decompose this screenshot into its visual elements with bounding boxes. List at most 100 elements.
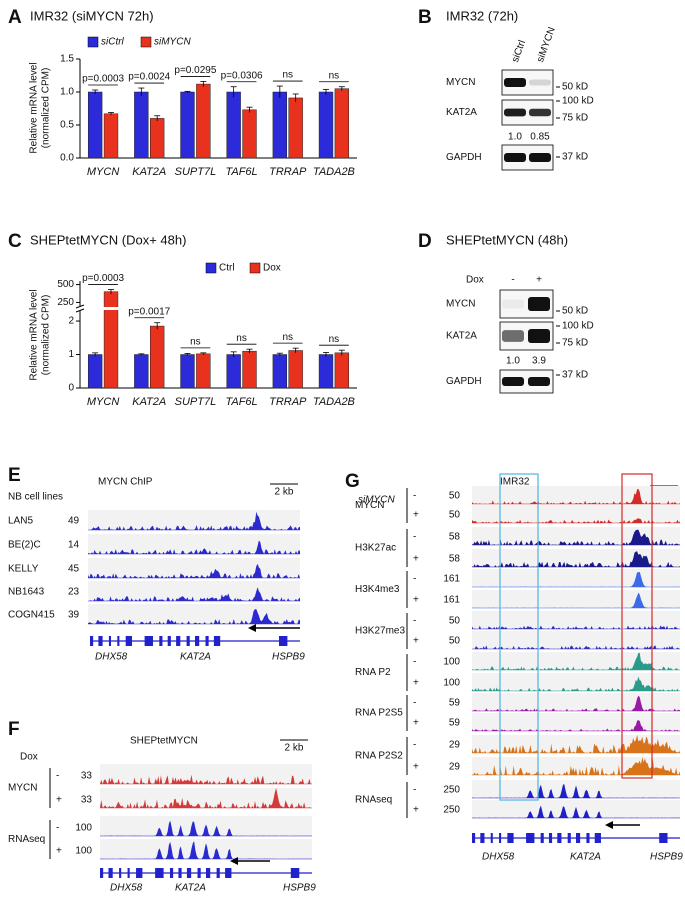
track-background [472, 505, 680, 523]
significance-label: ns [236, 333, 247, 344]
bar [318, 354, 334, 389]
blot-band [502, 299, 524, 309]
track-range: 58 [449, 554, 461, 565]
significance-label: ns [190, 336, 201, 347]
gene-exon [108, 868, 113, 878]
marker-label: 75 kD [562, 338, 588, 349]
gene-exon [176, 636, 181, 646]
gene-label: DHX58 [95, 652, 128, 663]
scale-label: 2 kb [285, 743, 304, 754]
track-range: 50 [449, 616, 461, 627]
gene-exon [526, 833, 535, 843]
bar [150, 325, 165, 389]
track-name: NB1643 [8, 587, 45, 598]
bar [150, 118, 165, 159]
track-background [88, 604, 300, 624]
track-sign: - [56, 823, 59, 834]
track-signal [472, 757, 680, 775]
gene-exon [567, 833, 571, 843]
track-signal [472, 676, 680, 691]
track-sign: + [413, 718, 419, 729]
track-range: 29 [449, 762, 461, 773]
gene-exon [119, 868, 122, 878]
y-tick-label: 0.5 [60, 120, 74, 131]
gene-exon [213, 636, 221, 646]
track-signal [472, 489, 680, 504]
gene-exon [507, 833, 514, 843]
blot-title: SHEPtetMYCN (48h) [446, 232, 568, 247]
bar [242, 350, 257, 389]
blot-band [529, 153, 551, 162]
bar [134, 91, 149, 159]
track-range: 29 [449, 740, 461, 751]
track-sign: + [56, 795, 62, 806]
track-signal [472, 529, 680, 545]
legend-swatch [140, 36, 152, 48]
track-sign: + [413, 636, 419, 647]
track-range: 100 [443, 678, 460, 689]
lane-label: siCtrl [510, 39, 528, 64]
significance-label: ns [329, 334, 340, 345]
track-background [472, 713, 680, 731]
track-background [100, 764, 312, 784]
band-quantification: 0.85 [530, 132, 550, 143]
gene-exon [206, 868, 211, 878]
track-signal [472, 695, 680, 711]
gene-label: HSPB9 [272, 652, 305, 663]
track-background [88, 510, 300, 530]
blot-band [528, 377, 550, 386]
gene-exon [290, 868, 300, 878]
bar [226, 91, 241, 159]
panel-title: IMR32 [500, 477, 530, 488]
panel-label: D [418, 231, 432, 252]
legend-label: Ctrl [219, 263, 235, 274]
track-range: 100 [75, 846, 92, 857]
gene-exon [557, 833, 562, 843]
lane-label: siMYCN [535, 26, 558, 64]
blot-band [528, 297, 550, 311]
y-tick-label: 0.0 [60, 153, 74, 164]
significance-label: ns [282, 70, 293, 81]
panel-title: SHEPtetMYCN [130, 736, 198, 747]
track-sign: + [413, 510, 419, 521]
y-tick-label: 1.0 [60, 87, 74, 98]
row-label: KAT2A [446, 331, 477, 342]
panel-label: G [345, 471, 360, 492]
significance-label: ns [282, 332, 293, 343]
gene-exon [98, 636, 103, 646]
group-name: H3K4me3 [355, 584, 400, 595]
gene-exon [178, 868, 182, 878]
group-name: MYCN [355, 500, 384, 511]
marker-label: 37 kD [562, 152, 588, 163]
bar [103, 113, 119, 159]
y-tick-label: 1.5 [60, 54, 74, 65]
gene-label: DHX58 [110, 883, 143, 894]
y-tick-label: 500 [57, 279, 74, 290]
track-range: 100 [443, 657, 460, 668]
track-sign: - [413, 574, 416, 585]
row-label: GAPDH [446, 152, 482, 163]
track-sign: - [413, 740, 416, 751]
scale-label: 2 kb [275, 487, 294, 498]
track-background [88, 581, 300, 601]
group-name: RNA P2S2 [355, 751, 403, 762]
track-range: 100 [75, 823, 92, 834]
track-sign: - [413, 491, 416, 502]
blot-band [504, 153, 526, 162]
group-title: NB cell lines [8, 492, 63, 503]
row-label: MYCN [446, 299, 475, 310]
track-background [100, 788, 312, 808]
track-signal [472, 571, 680, 587]
gene-label: KAT2A [570, 852, 601, 863]
gene-exon [205, 636, 209, 646]
track-range: 161 [443, 574, 460, 585]
y-axis-label: (normalized CPM) [41, 68, 52, 149]
condition-label: siMYCN [358, 495, 395, 506]
gene-exon [127, 868, 130, 878]
track-sign: - [413, 616, 416, 627]
legend-swatch [205, 262, 217, 274]
direction-arrowhead [230, 857, 238, 865]
marker-label: 75 kD [562, 113, 588, 124]
x-tick-label: TRRAP [269, 396, 307, 408]
